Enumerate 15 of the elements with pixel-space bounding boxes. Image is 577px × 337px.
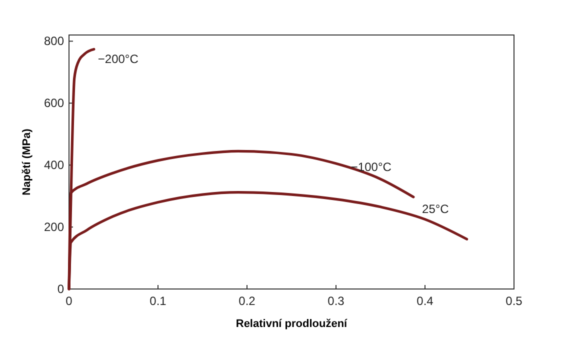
series-label: −100°C bbox=[350, 160, 392, 174]
series-label: 25°C bbox=[422, 202, 450, 216]
y-axis-title: Napětí (MPa) bbox=[21, 128, 33, 196]
y-tick-label: 400 bbox=[44, 158, 64, 172]
y-tick-label: 800 bbox=[44, 34, 64, 48]
x-axis-title: Relativní prodloužení bbox=[236, 318, 348, 330]
x-tick-label: 0.1 bbox=[150, 294, 167, 308]
y-tick-label: 600 bbox=[44, 96, 64, 110]
x-tick-label: 0.5 bbox=[506, 294, 523, 308]
x-tick-label: 0.3 bbox=[328, 294, 345, 308]
series-label: −200°C bbox=[98, 52, 139, 66]
y-tick-label: 0 bbox=[57, 282, 64, 296]
x-tick-label: 0.2 bbox=[238, 294, 256, 308]
x-tick-label: 0.4 bbox=[416, 294, 434, 308]
y-tick-label: 200 bbox=[44, 220, 64, 234]
